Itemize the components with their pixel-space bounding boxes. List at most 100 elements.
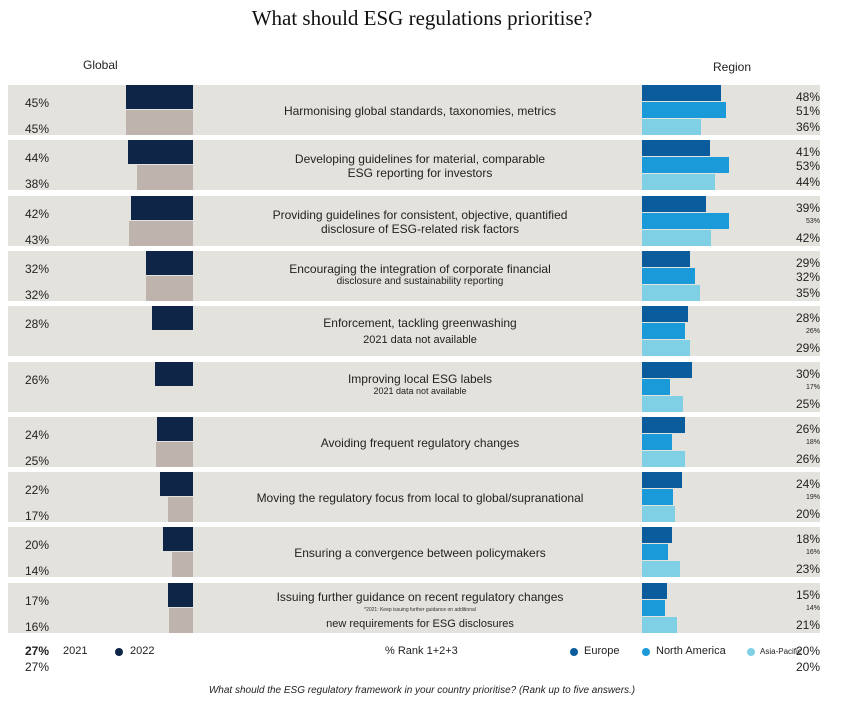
label-north-america: 26% <box>805 328 820 335</box>
label-north-america: 53% <box>805 218 820 225</box>
bar-global-2021 <box>145 276 193 301</box>
label-north-america: 17% <box>805 384 820 391</box>
bar-global-2022 <box>163 527 193 551</box>
category-label-line2: disclosure of ESG-related risk factors <box>320 222 520 236</box>
bar-global-2022 <box>157 417 193 441</box>
label-global-2022: 17% <box>25 594 50 608</box>
bar-europe <box>642 527 672 543</box>
category-label: Issuing further guidance on recent regul… <box>276 590 564 604</box>
label-global-2021: 43% <box>25 233 50 247</box>
legend-2021: 2021 <box>63 645 88 657</box>
bar-global-2021 <box>167 497 193 522</box>
category-label: Improving local ESG labels <box>347 372 493 386</box>
category-label: Developing guidelines for material, comp… <box>294 152 546 166</box>
label-global-2021: 38% <box>25 177 50 191</box>
label-north-america: 14% <box>805 605 820 612</box>
bar-asia-pacific <box>642 396 684 412</box>
bar-europe <box>642 140 710 156</box>
legend-2022: 2022 <box>130 645 155 657</box>
label-north-america: 19% <box>805 494 820 501</box>
bar-north-america <box>642 213 730 229</box>
label-asia-pacific: 35% <box>795 286 820 300</box>
label-global-2021: 32% <box>25 288 50 302</box>
bar-global-2021 <box>156 442 193 467</box>
category-footnote: *2021: Keep issuing further guidance on … <box>364 607 476 613</box>
bar-global-2021 <box>126 110 193 135</box>
label-global-2022: 22% <box>25 483 50 497</box>
bar-global-2021 <box>169 608 193 633</box>
bar-europe <box>642 306 689 322</box>
label-asia-pacific: 26% <box>795 452 820 466</box>
bar-global-2022 <box>127 140 193 164</box>
label-global-2022: 20% <box>25 538 50 552</box>
bar-europe <box>642 472 682 488</box>
category-label: Encouraging the integration of corporate… <box>289 262 551 276</box>
global-header: Global <box>83 58 118 72</box>
legend-2022-dot <box>115 648 123 656</box>
label-europe: 15% <box>795 588 820 602</box>
bar-global-2022 <box>126 85 193 109</box>
label-europe: 29% <box>795 256 820 270</box>
bar-global-2022 <box>167 583 193 607</box>
legend-asia-pacific: Asia-Pacific <box>760 647 802 656</box>
chart-title: What should ESG regulations prioritise? <box>251 6 593 30</box>
bar-europe <box>642 362 692 378</box>
extra-left-a: 27% <box>25 644 50 658</box>
legend-asia-pacific-dot <box>747 648 755 656</box>
legend-north-america-dot <box>642 648 650 656</box>
label-global-2022: 45% <box>25 96 50 110</box>
label-europe: 41% <box>795 145 820 159</box>
legend-xlabel: % Rank 1+2+3 <box>385 645 458 657</box>
bar-europe <box>642 251 690 267</box>
label-north-america: 51% <box>795 104 820 118</box>
label-global-2022: 24% <box>25 428 50 442</box>
chart-row <box>8 527 820 577</box>
bar-europe <box>642 85 722 101</box>
category-label: Avoiding frequent regulatory changes <box>320 436 520 450</box>
bar-europe <box>642 196 707 212</box>
label-asia-pacific: 25% <box>795 397 820 411</box>
bar-asia-pacific <box>642 340 690 356</box>
extra-left-b: 27% <box>25 660 50 674</box>
label-europe: 39% <box>795 201 820 215</box>
bar-asia-pacific <box>642 451 685 467</box>
legend-north-america: North America <box>656 645 726 657</box>
bar-asia-pacific <box>642 617 677 633</box>
label-global-2021: 14% <box>25 564 50 578</box>
bar-asia-pacific <box>642 561 680 577</box>
bar-global-2021 <box>129 221 193 246</box>
category-label-line2: new requirements for ESG disclosures <box>326 618 514 630</box>
label-global-2021: 17% <box>25 509 50 523</box>
bar-north-america <box>642 102 727 118</box>
bar-europe <box>642 583 667 599</box>
footnote: What should the ESG regulatory framework… <box>208 685 636 696</box>
label-asia-pacific: 29% <box>795 341 820 355</box>
label-global-2021: 16% <box>25 620 50 634</box>
label-global-2021: 25% <box>25 454 50 468</box>
label-global-2022: 28% <box>25 317 50 331</box>
label-asia-pacific: 44% <box>795 175 820 189</box>
legend-europe-dot <box>570 648 578 656</box>
label-asia-pacific: 23% <box>795 562 820 576</box>
label-global-2022: 26% <box>25 373 50 387</box>
extra-right-a: 20% <box>795 644 820 658</box>
label-global-2022: 44% <box>25 151 50 165</box>
region-header: Region <box>713 60 752 74</box>
label-asia-pacific: 42% <box>795 231 820 245</box>
bar-global-2022 <box>151 306 193 330</box>
category-note: 2021 data not available <box>363 334 477 346</box>
category-label: Harmonising global standards, taxonomies… <box>283 104 557 118</box>
bar-asia-pacific <box>642 506 675 522</box>
label-north-america: 16% <box>805 549 820 556</box>
bar-north-america <box>642 268 695 284</box>
bar-north-america <box>642 434 672 450</box>
category-label: Providing guidelines for consistent, obj… <box>272 208 568 222</box>
bar-asia-pacific <box>642 230 712 246</box>
label-asia-pacific: 20% <box>795 507 820 521</box>
bar-asia-pacific <box>642 119 702 135</box>
label-europe: 28% <box>795 311 820 325</box>
chart-row <box>8 306 820 356</box>
bar-north-america <box>642 379 671 395</box>
bar-north-america <box>642 323 685 339</box>
bar-global-2021 <box>136 165 193 190</box>
